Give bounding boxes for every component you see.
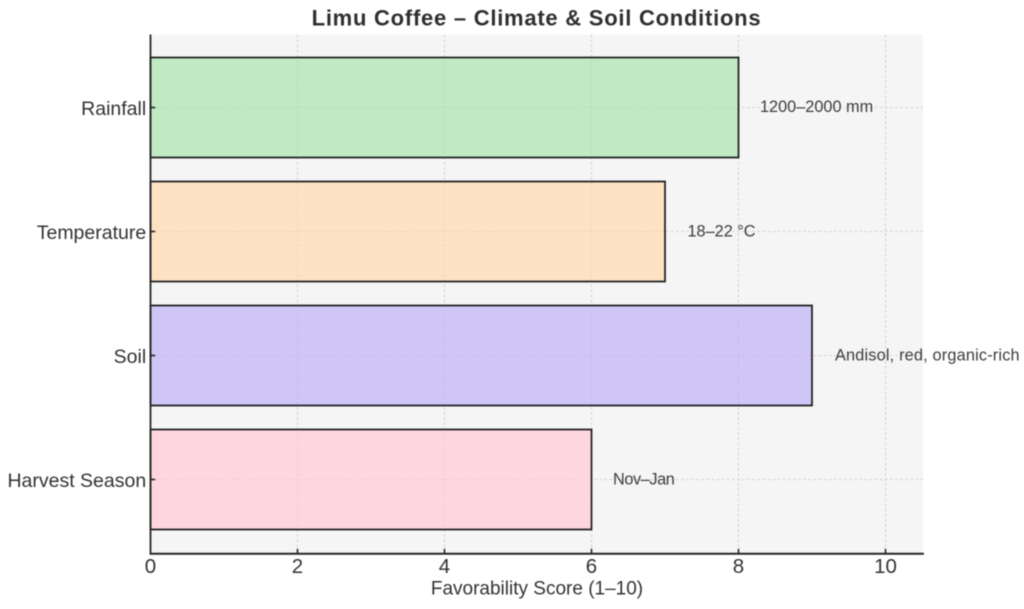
- svg-text:Nov–Jan: Nov–Jan: [613, 471, 674, 489]
- svg-text:1200–2000 mm: 1200–2000 mm: [760, 98, 873, 116]
- svg-text:Rainfall: Rainfall: [81, 98, 146, 120]
- svg-text:4: 4: [439, 555, 450, 578]
- svg-text:Favorability Score (1–10): Favorability Score (1–10): [431, 579, 643, 600]
- svg-text:Harvest Season: Harvest Season: [7, 470, 146, 492]
- svg-text:10: 10: [874, 555, 897, 578]
- svg-text:Andisol, red, organic-rich: Andisol, red, organic-rich: [835, 347, 1020, 365]
- svg-text:0: 0: [145, 555, 156, 578]
- svg-text:Limu Coffee – Climate & Soil C: Limu Coffee – Climate & Soil Conditions: [312, 6, 762, 31]
- svg-text:Temperature: Temperature: [37, 222, 146, 244]
- svg-text:Soil: Soil: [114, 346, 147, 368]
- svg-text:6: 6: [586, 555, 597, 578]
- svg-text:8: 8: [733, 555, 744, 578]
- svg-text:18–22 °C: 18–22 °C: [688, 223, 756, 241]
- svg-text:2: 2: [292, 555, 303, 578]
